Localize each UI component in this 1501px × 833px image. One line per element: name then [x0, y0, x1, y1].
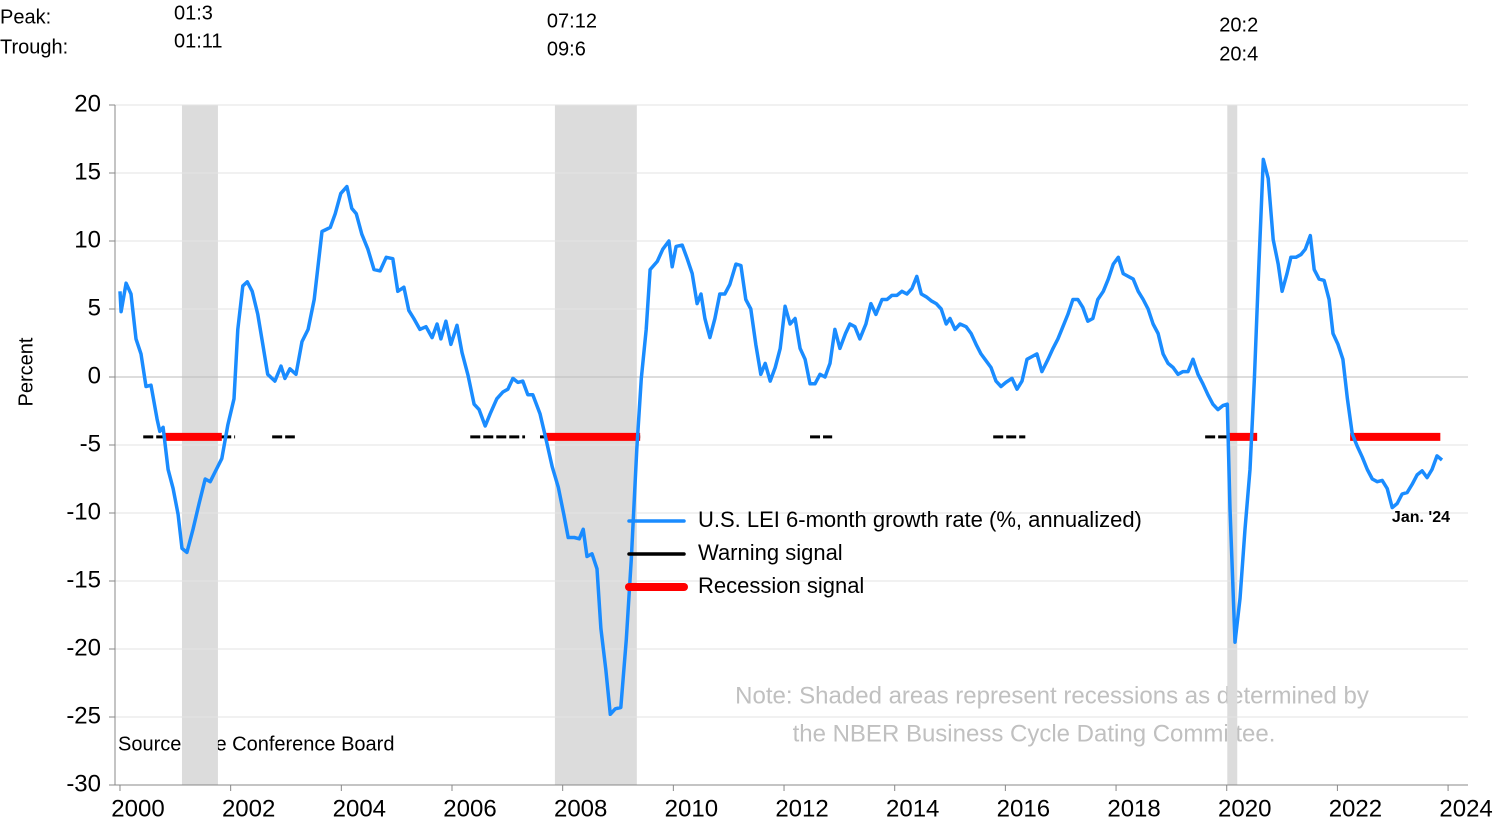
y-tick-label: -25: [66, 702, 101, 729]
peak-label: 07:12: [547, 10, 597, 32]
series-line: [118, 157, 1444, 717]
trough-label: 01:11: [174, 30, 223, 52]
y-tick-label: 20: [74, 90, 101, 117]
peak-header: Peak:: [0, 6, 51, 28]
x-tick-label: 2012: [775, 795, 828, 822]
y-tick-label: 10: [74, 226, 101, 253]
x-tick-label: 2010: [665, 795, 718, 822]
x-tick-label: 2006: [443, 795, 496, 822]
y-tick-label: -20: [66, 634, 101, 661]
y-tick-label: 0: [88, 362, 101, 389]
x-tick-label: 2018: [1107, 795, 1160, 822]
y-tick-label: -10: [66, 498, 101, 525]
x-tick-label: 2000: [111, 795, 164, 822]
peak-label: 01:3: [174, 2, 213, 24]
x-tick-label: 2002: [222, 795, 275, 822]
note: Note: Shaded areas represent recessions …: [735, 682, 1369, 709]
x-tick-label: 2020: [1218, 795, 1271, 822]
legend-label: Recession signal: [698, 573, 864, 598]
y-tick-label: 5: [88, 294, 101, 321]
x-tick-label: 2014: [886, 795, 939, 822]
x-tick-label: 2022: [1329, 795, 1382, 822]
trough-header: Trough:: [0, 36, 68, 58]
legend-label: Warning signal: [698, 540, 843, 565]
source: Source: The Conference Board: [118, 733, 394, 755]
peak-label: 20:2: [1219, 14, 1258, 36]
y-tick-label: -15: [66, 566, 101, 593]
x-tick-label: 2004: [333, 795, 386, 822]
y-tick-label: -5: [80, 430, 101, 457]
x-tick-label: 2008: [554, 795, 607, 822]
x-tick-label: 2016: [997, 795, 1050, 822]
trough-label: 09:6: [547, 38, 586, 60]
y-axis-label: Percent: [15, 337, 37, 406]
end-label: Jan. '24: [1392, 509, 1450, 526]
note: the NBER Business Cycle Dating Committee…: [793, 720, 1276, 747]
y-tick-label: 15: [74, 158, 101, 185]
y-tick-label: -30: [66, 770, 101, 797]
trough-label: 20:4: [1219, 43, 1258, 65]
x-tick-label: 2024: [1439, 795, 1492, 822]
legend-label: U.S. LEI 6-month growth rate (%, annuali…: [698, 507, 1142, 532]
